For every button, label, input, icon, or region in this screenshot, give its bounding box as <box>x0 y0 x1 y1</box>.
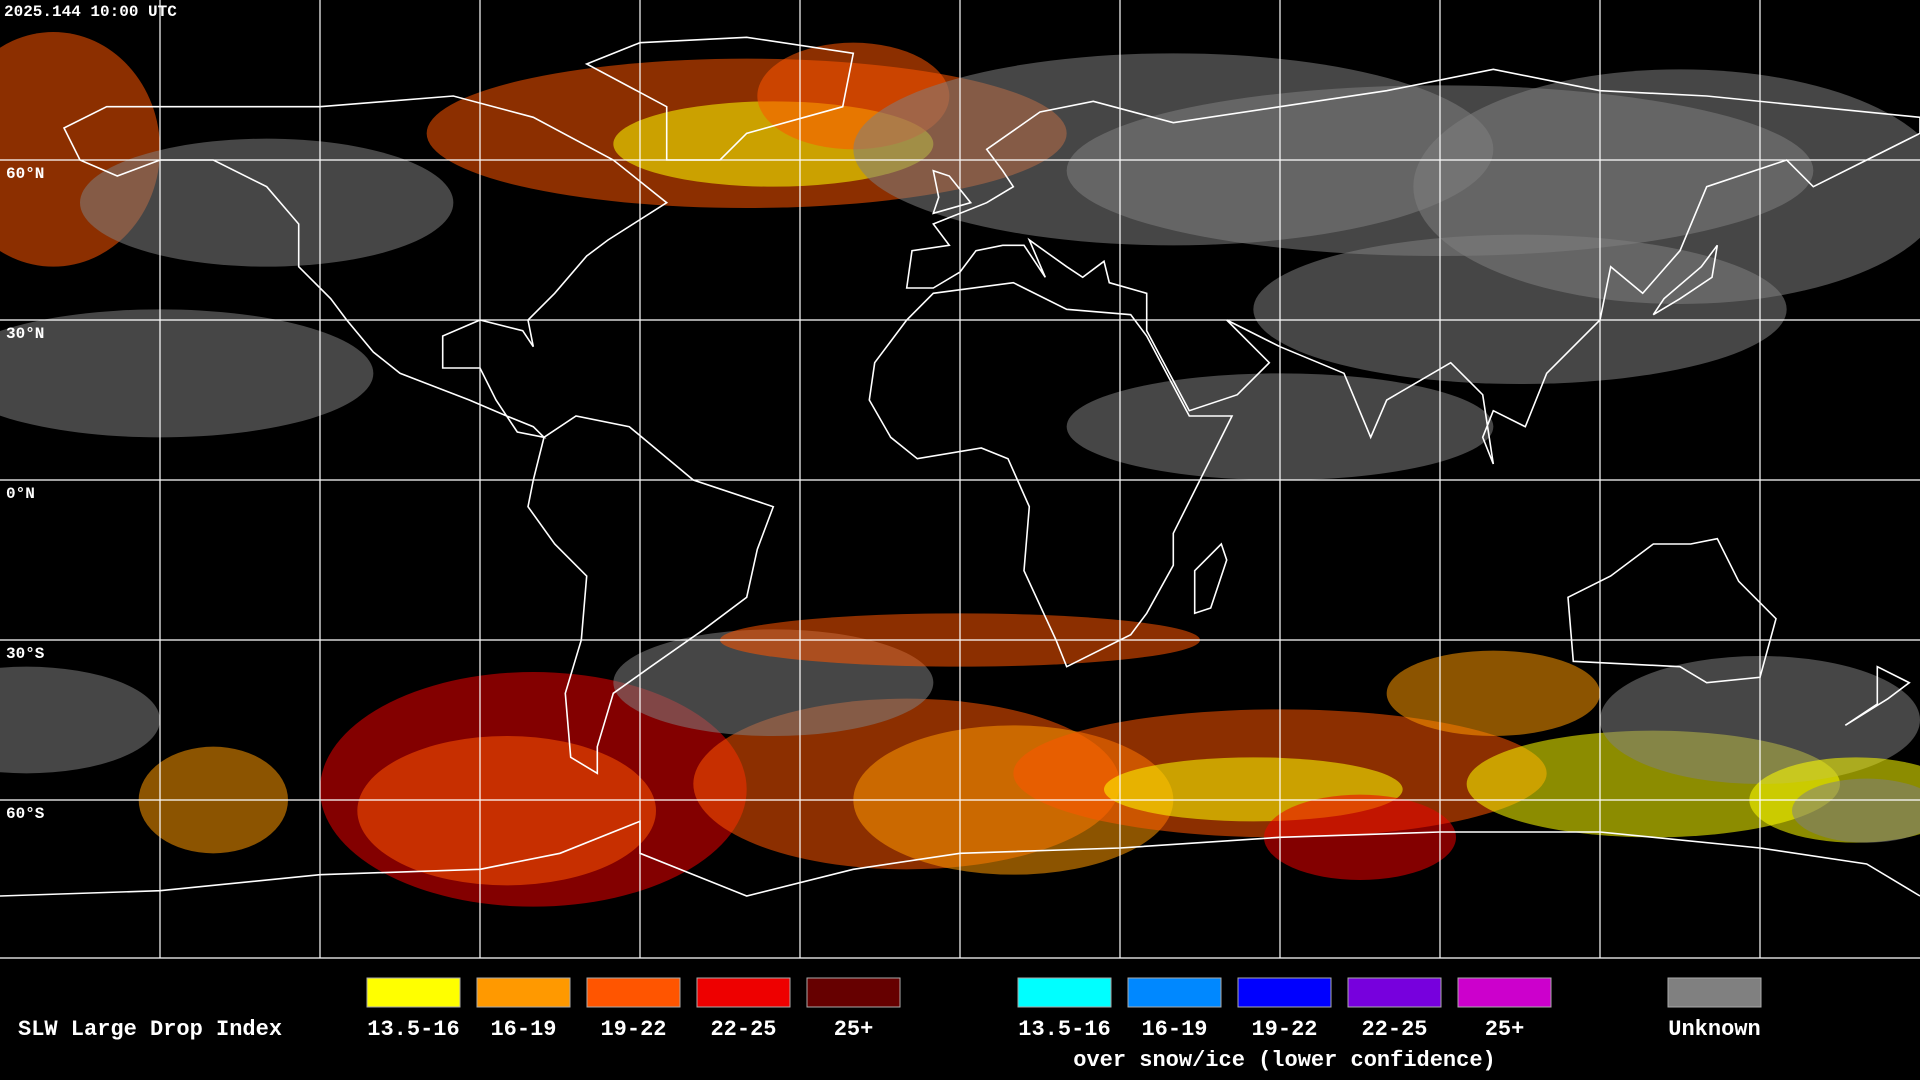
legend-label: 22-25 <box>1361 1017 1427 1042</box>
legend: SLW Large Drop Index 13.5-16 16-19 19-22 22… <box>18 977 1762 1073</box>
legend-label: Unknown <box>1668 1017 1760 1042</box>
legend-swatch <box>1237 977 1332 1008</box>
legend-swatch <box>1127 977 1222 1008</box>
legend-swatch <box>366 977 461 1008</box>
latitude-labels: 60°N 30°N 0°N 30°S 60°S <box>6 165 45 823</box>
cloud-patch <box>0 666 160 774</box>
legend-caption: over snow/ice (lower confidence) <box>1073 1048 1495 1073</box>
coastline <box>1193 542 1228 615</box>
graticule <box>0 0 1920 958</box>
cloud-patch <box>1386 650 1601 736</box>
coastline <box>1844 665 1911 726</box>
coastline <box>62 95 669 439</box>
cloud-patch <box>1792 778 1920 843</box>
legend-title: SLW Large Drop Index <box>18 1017 282 1042</box>
legend-swatch <box>586 977 681 1008</box>
legend-swatch <box>1667 977 1762 1008</box>
legend-swatch <box>1347 977 1442 1008</box>
timestamp: 2025.144 10:00 UTC <box>4 3 177 21</box>
coastline <box>527 415 775 775</box>
legend-label: 25+ <box>834 1017 874 1042</box>
cloud-patch <box>0 309 374 438</box>
latitude-label: 0°N <box>6 485 35 503</box>
coastline <box>1567 537 1777 684</box>
legend-swatch <box>1457 977 1552 1008</box>
legend-label: 19-22 <box>1251 1017 1317 1042</box>
legend-label: 16-19 <box>490 1017 556 1042</box>
legend-label: 13.5-16 <box>367 1017 459 1042</box>
latitude-label: 60°N <box>6 165 44 183</box>
cloud-patch <box>1253 234 1787 384</box>
legend-label: 16-19 <box>1141 1017 1207 1042</box>
coastline <box>868 281 1234 668</box>
antarctica-coast <box>0 820 1920 897</box>
legend-label: 22-25 <box>710 1017 776 1042</box>
cloud-patch <box>79 138 454 267</box>
coastline <box>1652 244 1719 316</box>
legend-swatch <box>476 977 571 1008</box>
legend-label: 13.5-16 <box>1018 1017 1110 1042</box>
legend-swatch <box>696 977 791 1008</box>
coastline <box>932 169 973 215</box>
cloud-layer <box>0 32 1920 907</box>
legend-label: 19-22 <box>600 1017 666 1042</box>
latitude-label: 30°S <box>6 645 45 663</box>
legend-swatch <box>1017 977 1112 1008</box>
cloud-patch <box>1264 794 1456 880</box>
legend-label: 25+ <box>1485 1017 1525 1042</box>
latitude-label: 60°S <box>6 805 45 823</box>
cloud-patch <box>357 736 656 886</box>
legend-swatch <box>806 977 901 1008</box>
latitude-label: 30°N <box>6 325 44 343</box>
